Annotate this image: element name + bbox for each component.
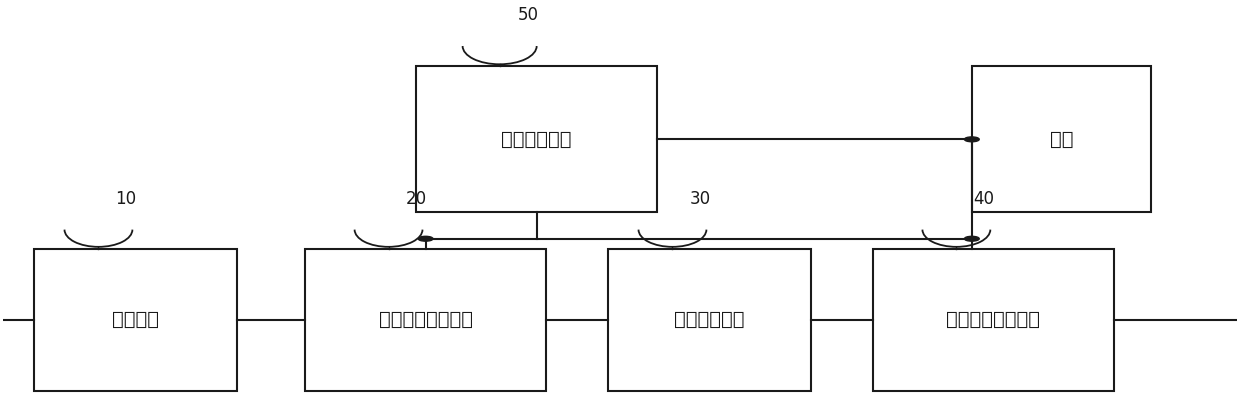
- Text: 10: 10: [115, 190, 136, 208]
- Text: 采样电路: 采样电路: [112, 311, 159, 329]
- Text: 采样电源电路: 采样电源电路: [501, 130, 572, 149]
- Text: 40: 40: [973, 190, 994, 208]
- Bar: [417, 66, 657, 212]
- Circle shape: [418, 236, 433, 241]
- Text: 30: 30: [689, 190, 711, 208]
- Text: 50: 50: [518, 6, 539, 24]
- Text: 隔离放大电路: 隔离放大电路: [675, 311, 745, 329]
- Text: 20: 20: [405, 190, 427, 208]
- Bar: [305, 249, 546, 391]
- Text: 第二差分放大电路: 第二差分放大电路: [946, 311, 1040, 329]
- Circle shape: [965, 137, 980, 142]
- Bar: [873, 249, 1114, 391]
- Circle shape: [965, 236, 980, 241]
- Text: 第一差分放大电路: 第一差分放大电路: [378, 311, 472, 329]
- Bar: [972, 66, 1151, 212]
- Bar: [33, 249, 237, 391]
- Bar: [608, 249, 811, 391]
- Text: 电源: 电源: [1049, 130, 1073, 149]
